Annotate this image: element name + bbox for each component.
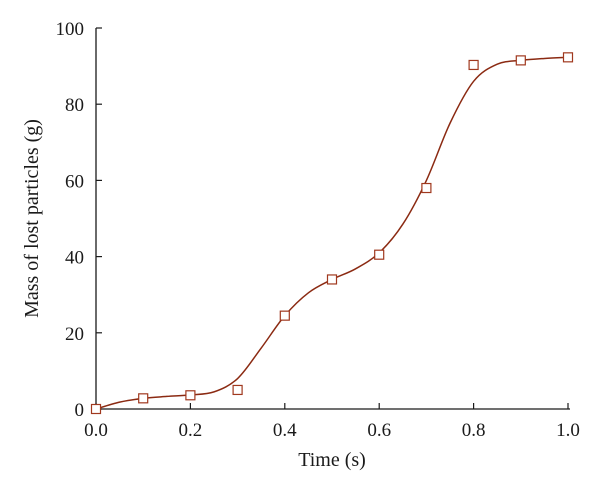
y-tick-label: 80	[65, 95, 84, 116]
data-point-marker	[468, 59, 479, 71]
y-axis-title: Mass of lost particles (g)	[21, 119, 43, 318]
data-point-marker	[232, 384, 243, 396]
fit-curve-line	[95, 56, 569, 410]
x-tick-label: 0.6	[367, 420, 391, 441]
x-tick-label: 0.2	[179, 420, 203, 441]
y-tick-label: 100	[56, 19, 85, 40]
fit-curve-layer	[95, 56, 569, 410]
data-point-marker	[374, 249, 385, 260]
data-points-layer	[90, 52, 574, 415]
x-tick-label: 1.0	[556, 420, 580, 441]
axes	[95, 28, 570, 410]
data-point-marker	[515, 55, 526, 66]
y-tick-label: 60	[65, 171, 84, 192]
data-point-marker	[326, 274, 338, 285]
data-point-marker	[562, 52, 574, 63]
data-point-marker	[279, 310, 290, 321]
data-point-marker	[138, 393, 149, 404]
x-axis-title: Time (s)	[298, 449, 366, 471]
x-tick-label: 0.8	[462, 420, 486, 441]
data-point-marker	[90, 403, 102, 415]
y-tick-label: 40	[65, 248, 84, 269]
y-tick-label: 0	[75, 400, 85, 421]
x-tick-label: 0.0	[84, 420, 108, 441]
y-tick-label: 20	[65, 324, 84, 345]
data-point-marker	[421, 182, 432, 194]
ticks: 0.0 0.2 0.4 0.6 0.8 1.0 0 20 40 60 80 100	[56, 19, 580, 441]
data-point-marker	[185, 390, 196, 401]
x-tick-label: 0.4	[273, 420, 297, 441]
